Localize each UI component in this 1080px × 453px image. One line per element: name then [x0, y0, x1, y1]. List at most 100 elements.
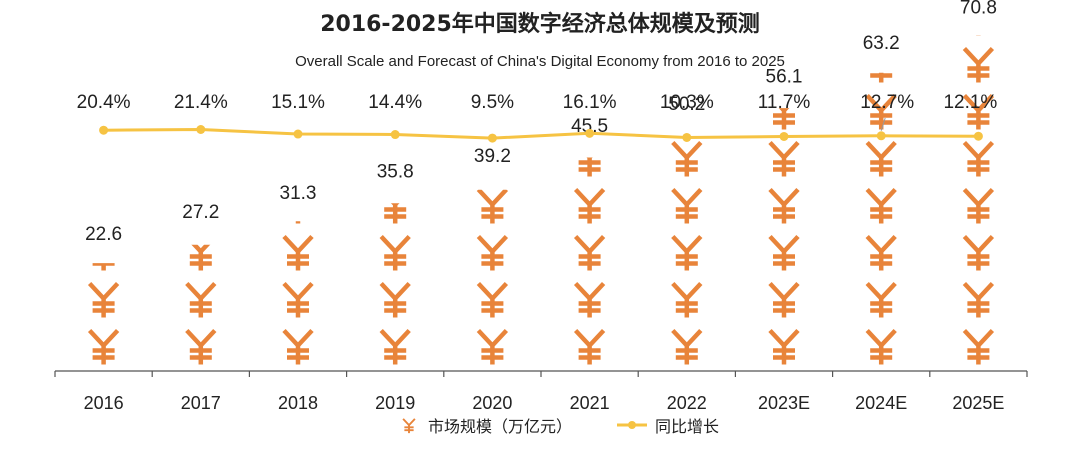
- bar: [284, 190, 312, 365]
- yen-icon: [673, 331, 701, 365]
- yen-icon: [867, 331, 895, 365]
- yen-icon: [673, 237, 701, 271]
- yen-icon: [187, 331, 215, 365]
- yen-icon: [284, 284, 312, 318]
- yen-icon: [381, 284, 409, 318]
- growth-point: [487, 133, 497, 143]
- yen-icon: [964, 237, 992, 271]
- yen-icon: [478, 237, 506, 271]
- yen-icon: [867, 284, 895, 318]
- yen-icon: [867, 237, 895, 271]
- x-tick-label: 2022: [667, 393, 707, 413]
- yen-icon: [867, 190, 895, 224]
- growth-point: [196, 125, 206, 134]
- growth-point: [585, 128, 595, 138]
- legend-dot-icon: [628, 421, 636, 429]
- legend: 市场规模（万亿元） 同比增长: [402, 417, 719, 436]
- yen-icon-partial: [381, 190, 409, 224]
- bar: [576, 143, 604, 365]
- growth-point: [779, 131, 789, 141]
- x-tick-label: 2019: [375, 393, 415, 413]
- legend-label-market-size: 市场规模（万亿元）: [428, 417, 572, 436]
- x-tick-label: 2023E: [758, 393, 810, 413]
- x-tick-label: 2018: [278, 393, 318, 413]
- growth-value-label: 11.7%: [758, 92, 811, 113]
- yen-icon: [381, 237, 409, 271]
- bar: [964, 2, 992, 365]
- chart-subtitle: Overall Scale and Forecast of China's Di…: [295, 53, 785, 70]
- yen-icon: [90, 284, 118, 318]
- bar-value-label: 22.6: [85, 224, 122, 245]
- bar: [90, 237, 118, 365]
- yen-icon: [673, 190, 701, 224]
- growth-point: [973, 131, 983, 141]
- x-axis-ticks: [54, 371, 1028, 377]
- yen-icon: [964, 49, 992, 83]
- x-axis-labels: 2016 2017 2018 2019 2020 2021 2022 2023E 2024E 20…: [84, 393, 1005, 413]
- bar-value-label: 45.5: [571, 116, 608, 137]
- yen-icon: [576, 190, 604, 224]
- yen-icon-partial: [187, 237, 215, 271]
- yen-icon: [576, 331, 604, 365]
- yen-icon: [770, 284, 798, 318]
- yen-icon: [381, 331, 409, 365]
- growth-point: [99, 125, 109, 135]
- bar-value-label: 35.8: [377, 162, 414, 183]
- yen-icon: [964, 190, 992, 224]
- legend-item-growth: 同比增长: [617, 417, 719, 436]
- yen-icon: [402, 417, 416, 435]
- yen-icon: [576, 237, 604, 271]
- yen-icon: [90, 331, 118, 365]
- yen-icon: [964, 331, 992, 365]
- x-tick-label: 2021: [570, 393, 610, 413]
- x-tick-label: 2024E: [855, 393, 907, 413]
- growth-value-label: 10.3%: [660, 92, 714, 113]
- yen-icon: [770, 190, 798, 224]
- legend-item-market-size: 市场规模（万亿元）: [402, 417, 572, 436]
- growth-value-label: 20.4%: [77, 92, 131, 113]
- growth-point: [293, 129, 303, 139]
- chart-title: 2016-2025年中国数字经济总体规模及预测: [320, 11, 760, 37]
- growth-value-label: 9.5%: [471, 92, 514, 113]
- growth-point: [682, 132, 692, 142]
- growth-value-label: 15.1%: [271, 92, 325, 113]
- bar-value-label: 70.8: [960, 0, 997, 18]
- growth-value-label: 12.7%: [860, 92, 914, 113]
- yen-icon: [673, 284, 701, 318]
- growth-value-label: 21.4%: [174, 92, 228, 113]
- growth-point: [390, 130, 400, 140]
- yen-icon: [187, 284, 215, 318]
- yen-icon-partial: [478, 190, 506, 224]
- yen-icon: [478, 331, 506, 365]
- growth-value-label: 12.1%: [943, 92, 997, 113]
- growth-point: [876, 131, 886, 141]
- yen-icon: [867, 143, 895, 177]
- bar: [478, 190, 506, 365]
- label-leader-line: [880, 117, 886, 131]
- yen-icon: [770, 331, 798, 365]
- line-labels: 20.4% 21.4% 15.1% 14.4% 9.5% 16.1% 10.3% 11.7% 1…: [77, 92, 998, 113]
- x-tick-label: 2017: [181, 393, 221, 413]
- growth-line: [103, 127, 979, 140]
- yen-icon: [673, 143, 701, 177]
- x-tick-label: 2020: [472, 393, 512, 413]
- x-tick-label: 2025E: [952, 393, 1004, 413]
- bar-value-label: 56.1: [766, 66, 803, 87]
- yen-icon: [478, 284, 506, 318]
- bar-labels: 22.6 27.2 31.3 35.8 39.2 45.5 50.2 56.1 63.2 70.8: [85, 0, 997, 245]
- growth-value-label: 16.1%: [563, 92, 617, 113]
- bar-value-label: 63.2: [863, 33, 900, 54]
- bar-value-label: 27.2: [182, 202, 219, 223]
- yen-icon: [770, 237, 798, 271]
- yen-icon: [964, 284, 992, 318]
- yen-icon: [284, 331, 312, 365]
- yen-icon: [770, 143, 798, 177]
- bar: [381, 190, 409, 365]
- bar: [187, 237, 215, 365]
- bar-value-label: 50.2: [668, 94, 705, 115]
- bar-value-label: 31.3: [280, 183, 317, 204]
- growth-value-label: 14.4%: [368, 92, 422, 113]
- line-series: [99, 117, 983, 143]
- legend-label-growth: 同比增长: [655, 417, 719, 436]
